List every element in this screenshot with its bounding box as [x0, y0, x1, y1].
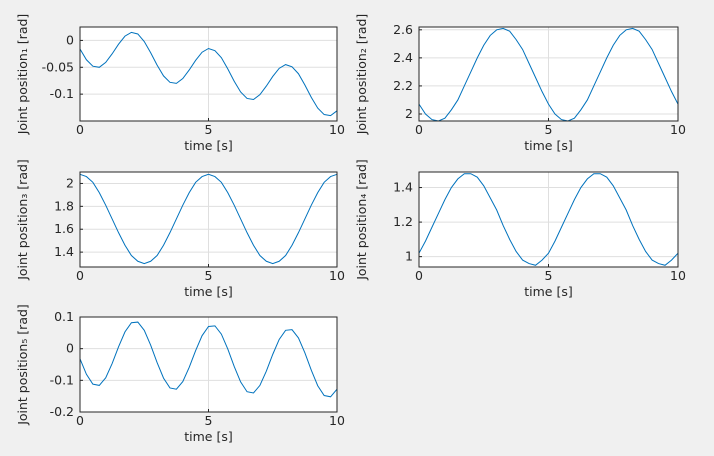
subplot: 0 5 10 2 2.2 2.4 2.6 time [s] Joint position₂ [r…: [354, 14, 686, 153]
y-axis-label: Joint position₁ [rad]: [15, 14, 30, 136]
subplot: 0 5 10 -0.2 -0.1 0 0.1 time [s] Joint position₅ …: [15, 304, 345, 444]
x-tick-label: 5: [545, 268, 553, 283]
y-tick-label: 1: [405, 249, 413, 264]
subplot: 0 5 10 -0.1 -0.05 0 time [s] Joint position₁ [r…: [15, 14, 345, 153]
x-tick-label: 0: [415, 268, 423, 283]
y-tick-label: -0.2: [50, 404, 74, 419]
y-tick-label: 2.2: [393, 78, 413, 93]
x-tick-label: 10: [329, 122, 345, 137]
y-tick-label: 1.4: [54, 244, 74, 259]
x-tick-label: 10: [329, 413, 345, 428]
y-axis-label: Joint position₅ [rad]: [15, 304, 30, 426]
axes-box: [79, 316, 338, 413]
axes-box: [418, 171, 679, 268]
x-tick-label: 0: [76, 122, 84, 137]
y-axis-label: Joint position₄ [rad]: [354, 159, 369, 281]
x-tick-label: 5: [205, 268, 213, 283]
y-tick-label: 2.4: [393, 50, 413, 65]
y-tick-label: -0.05: [42, 59, 74, 74]
x-tick-label: 5: [205, 413, 213, 428]
y-tick-label: 0.1: [54, 309, 74, 324]
subplot: 0 5 10 1 1.2 1.4 time [s] Joint position₄ [rad]: [354, 159, 686, 299]
x-tick-label: 0: [76, 413, 84, 428]
y-tick-label: 1.4: [393, 180, 413, 195]
x-tick-label: 10: [670, 122, 686, 137]
line-series: [418, 27, 679, 122]
y-tick-label: 2: [66, 175, 74, 190]
x-axis-label: time [s]: [524, 284, 572, 299]
line-series: [79, 173, 338, 265]
line-series: [79, 321, 338, 398]
y-tick-label: 1.6: [54, 221, 74, 236]
axes-box: [418, 26, 679, 122]
x-tick-label: 10: [329, 268, 345, 283]
x-tick-label: 5: [205, 122, 213, 137]
y-tick-label: 1.2: [393, 214, 413, 229]
x-axis-label: time [s]: [184, 429, 232, 444]
y-tick-label: 0: [66, 32, 74, 47]
subplot: 0 5 10 1.4 1.6 1.8 2 time [s] Joint position₃ [r…: [15, 159, 345, 299]
x-tick-label: 10: [670, 268, 686, 283]
x-tick-label: 0: [76, 268, 84, 283]
axes-box: [79, 171, 338, 268]
axes-box: [79, 26, 338, 122]
y-tick-label: 2.6: [393, 22, 413, 37]
y-axis-label: Joint position₃ [rad]: [15, 159, 30, 281]
x-tick-label: 5: [545, 122, 553, 137]
y-tick-label: -0.1: [50, 86, 74, 101]
y-tick-label: -0.1: [50, 372, 74, 387]
line-series: [79, 31, 338, 117]
y-tick-label: 2: [405, 106, 413, 121]
y-axis-label: Joint position₂ [rad]: [354, 14, 369, 136]
y-tick-label: 0: [66, 341, 74, 356]
x-tick-label: 0: [415, 122, 423, 137]
y-tick-label: 1.8: [54, 198, 74, 213]
line-series: [418, 173, 679, 266]
x-axis-label: time [s]: [184, 138, 232, 153]
x-axis-label: time [s]: [524, 138, 572, 153]
x-axis-label: time [s]: [184, 284, 232, 299]
